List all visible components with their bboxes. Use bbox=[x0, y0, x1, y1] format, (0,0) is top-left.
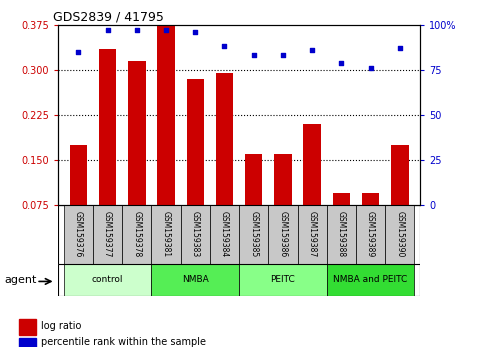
Point bbox=[338, 60, 345, 65]
Text: agent: agent bbox=[5, 275, 37, 285]
Bar bbox=[99, 49, 116, 205]
Text: percentile rank within the sample: percentile rank within the sample bbox=[41, 337, 206, 347]
Bar bbox=[333, 193, 350, 205]
Point bbox=[191, 29, 199, 35]
Text: GSM159383: GSM159383 bbox=[191, 211, 200, 258]
Text: GSM159387: GSM159387 bbox=[308, 211, 317, 258]
Bar bbox=[64, 205, 93, 264]
Bar bbox=[245, 154, 262, 205]
Bar bbox=[391, 145, 409, 205]
Point bbox=[133, 27, 141, 33]
Bar bbox=[362, 193, 379, 205]
Bar bbox=[274, 154, 292, 205]
Text: GSM159386: GSM159386 bbox=[278, 211, 287, 258]
Bar bbox=[216, 73, 233, 205]
Text: GSM159385: GSM159385 bbox=[249, 211, 258, 258]
Point bbox=[367, 65, 374, 71]
Text: GSM159390: GSM159390 bbox=[395, 211, 404, 258]
Bar bbox=[356, 205, 385, 264]
Bar bbox=[19, 319, 36, 335]
Bar bbox=[64, 264, 152, 296]
Text: PEITC: PEITC bbox=[270, 275, 295, 284]
Point bbox=[250, 53, 257, 58]
Point bbox=[279, 53, 287, 58]
Text: GSM159376: GSM159376 bbox=[74, 211, 83, 258]
Bar bbox=[157, 25, 175, 205]
Bar bbox=[152, 205, 181, 264]
Bar bbox=[93, 205, 122, 264]
Bar bbox=[385, 205, 414, 264]
Point bbox=[162, 27, 170, 33]
Text: log ratio: log ratio bbox=[41, 321, 82, 331]
Text: GSM159388: GSM159388 bbox=[337, 211, 346, 258]
Bar bbox=[239, 205, 268, 264]
Bar bbox=[181, 205, 210, 264]
Bar bbox=[327, 205, 356, 264]
Text: control: control bbox=[92, 275, 123, 284]
Text: GDS2839 / 41795: GDS2839 / 41795 bbox=[53, 11, 164, 24]
Point bbox=[74, 49, 82, 55]
Bar bbox=[128, 61, 145, 205]
Point bbox=[221, 44, 228, 49]
Text: GSM159384: GSM159384 bbox=[220, 211, 229, 258]
Bar bbox=[152, 264, 239, 296]
Bar bbox=[298, 205, 327, 264]
Text: GSM159378: GSM159378 bbox=[132, 211, 142, 258]
Point bbox=[396, 45, 404, 51]
Bar bbox=[268, 205, 298, 264]
Point bbox=[308, 47, 316, 53]
Bar bbox=[327, 264, 414, 296]
Text: GSM159381: GSM159381 bbox=[161, 211, 170, 258]
Bar bbox=[19, 338, 36, 347]
Text: NMBA and PEITC: NMBA and PEITC bbox=[333, 275, 408, 284]
Bar bbox=[303, 124, 321, 205]
Point bbox=[104, 27, 112, 33]
Bar bbox=[122, 205, 152, 264]
Bar bbox=[186, 79, 204, 205]
Bar bbox=[70, 145, 87, 205]
Text: GSM159377: GSM159377 bbox=[103, 211, 112, 258]
Bar bbox=[239, 264, 327, 296]
Bar bbox=[210, 205, 239, 264]
Text: NMBA: NMBA bbox=[182, 275, 209, 284]
Text: GSM159389: GSM159389 bbox=[366, 211, 375, 258]
